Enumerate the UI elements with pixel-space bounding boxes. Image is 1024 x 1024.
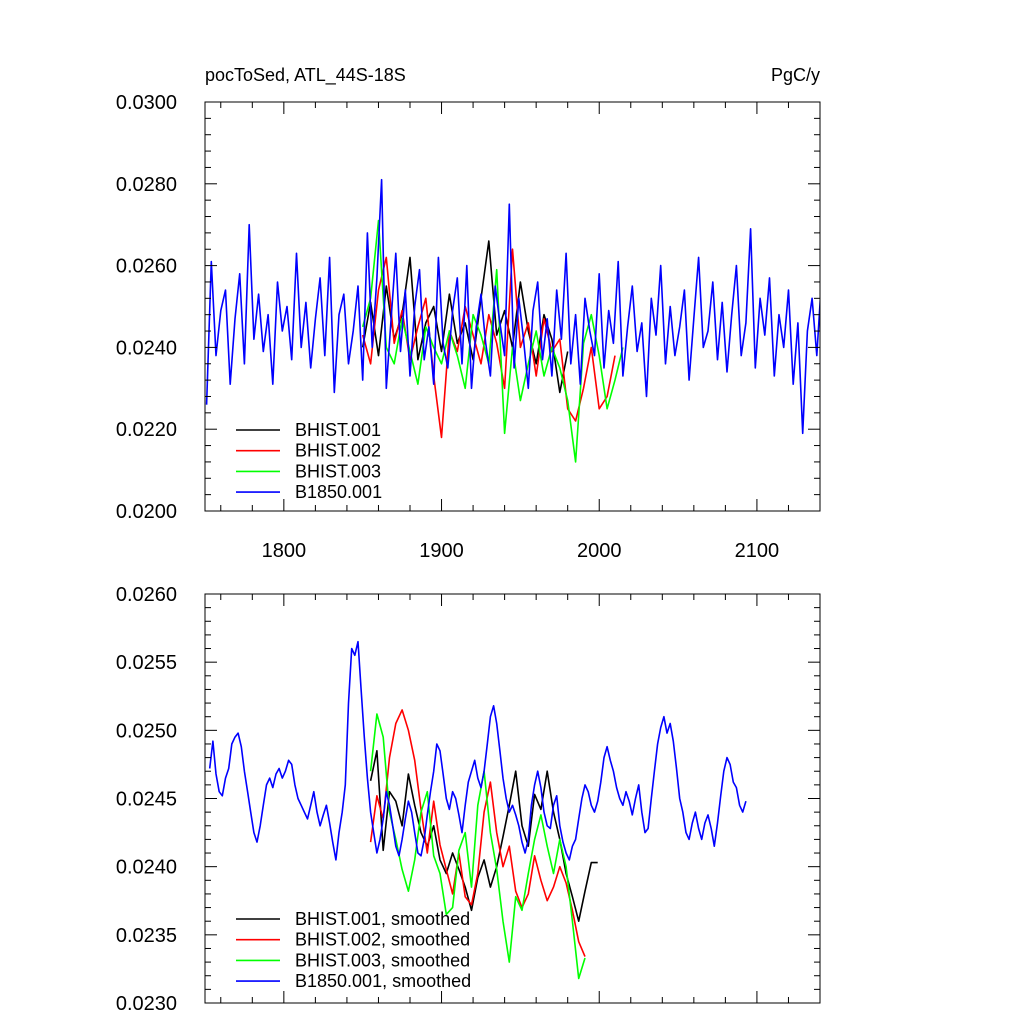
- top-panel: pocToSed, ATL_44S-18S PgC/y 1800 1900 2000…: [116, 65, 821, 562]
- legend-label: BHIST.001: [295, 420, 381, 440]
- y-tick-label: 0.0230: [116, 993, 177, 1015]
- y-tick-label: 0.0220: [116, 419, 177, 441]
- y-tick-label: 0.0235: [116, 925, 177, 947]
- series-lines: [205, 178, 820, 463]
- legend-label: B1850.001, smoothed: [295, 971, 471, 991]
- plot-frame: [204, 101, 821, 512]
- y-tick-label: 0.0240: [116, 337, 177, 359]
- y-tick-label: 0.0200: [116, 501, 177, 523]
- top-panel-title: pocToSed, ATL_44S-18S: [205, 65, 406, 86]
- legend-label: BHIST.003, smoothed: [295, 950, 470, 970]
- series-line-2: [369, 709, 586, 957]
- series-line-3: [369, 713, 586, 980]
- y-tick-label: 0.0245: [116, 789, 177, 811]
- series-lines: [208, 640, 747, 980]
- x-tick-label: 1800: [262, 540, 307, 562]
- legend-label: B1850.001: [295, 482, 382, 502]
- y-tick-label: 0.0260: [116, 256, 177, 278]
- x-tick-label: 2100: [735, 540, 780, 562]
- y-tick-label: 0.0250: [116, 720, 177, 742]
- y-tick-label: 0.0240: [116, 857, 177, 879]
- x-tick-label: 1900: [419, 540, 464, 562]
- top-panel-units: PgC/y: [771, 65, 820, 85]
- y-tick-label: 0.0255: [116, 652, 177, 674]
- y-tick-label: 0.0260: [116, 584, 177, 606]
- series-line-4: [205, 178, 820, 435]
- legend-label: BHIST.003: [295, 461, 381, 481]
- bottom-panel: 0.0230 0.0235 0.0240 0.0245 0.0250 0.0255 0.02…: [116, 584, 821, 1015]
- bottom-plot-area: 0.0230 0.0235 0.0240 0.0245 0.0250 0.0255 0.02…: [116, 584, 821, 1015]
- series-line-3: [361, 219, 624, 463]
- series-line-4: [208, 640, 747, 861]
- legend-label: BHIST.002: [295, 441, 381, 461]
- y-tick-label: 0.0280: [116, 174, 177, 196]
- legend-label: BHIST.001, smoothed: [295, 909, 470, 929]
- legend-label: BHIST.002, smoothed: [295, 930, 470, 950]
- top-plot-area: 1800 1900 2000 2100 0.0200 0.0220 0.0240 0.0260…: [116, 92, 821, 562]
- y-tick-label: 0.0300: [116, 92, 177, 114]
- x-tick-label: 2000: [577, 540, 622, 562]
